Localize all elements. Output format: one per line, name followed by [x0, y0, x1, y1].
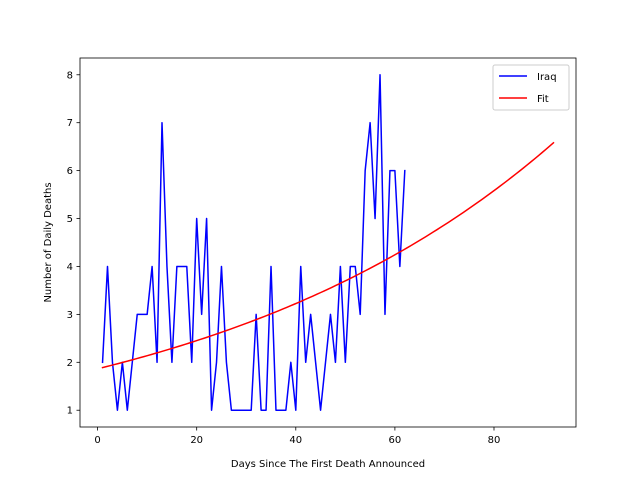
x-tick-label: 80 — [488, 435, 501, 446]
legend: Iraq Fit — [492, 64, 570, 111]
plot-frame — [79, 57, 577, 428]
x-tick-label: 20 — [190, 435, 203, 446]
y-axis-label: Number of Daily Deaths — [43, 182, 54, 302]
y-tick-label: 5 — [67, 214, 73, 225]
plot-area — [80, 58, 576, 427]
series-line-fit — [101, 141, 555, 369]
y-tick-label: 3 — [67, 310, 73, 321]
y-tick-label: 8 — [67, 70, 73, 81]
legend-label-fit: Fit — [537, 94, 549, 105]
y-tick-label: 4 — [67, 262, 73, 273]
legend-label-iraq: Iraq — [537, 72, 557, 83]
legend-box — [492, 64, 570, 111]
y-tick-label: 1 — [67, 406, 73, 417]
y-tick-label: 7 — [67, 118, 73, 129]
y-tick-label: 6 — [67, 166, 73, 177]
axes: 0 20 40 60 80 1 2 3 4 5 6 7 8 — [67, 70, 501, 446]
x-tick-label: 0 — [94, 435, 100, 446]
plot-marks — [101, 74, 555, 411]
y-tick-label: 2 — [67, 358, 73, 369]
series-line-iraq — [101, 74, 406, 411]
x-tick-label: 60 — [389, 435, 402, 446]
x-axis-label: Days Since The First Death Announced — [231, 459, 425, 470]
x-tick-label: 40 — [289, 435, 302, 446]
